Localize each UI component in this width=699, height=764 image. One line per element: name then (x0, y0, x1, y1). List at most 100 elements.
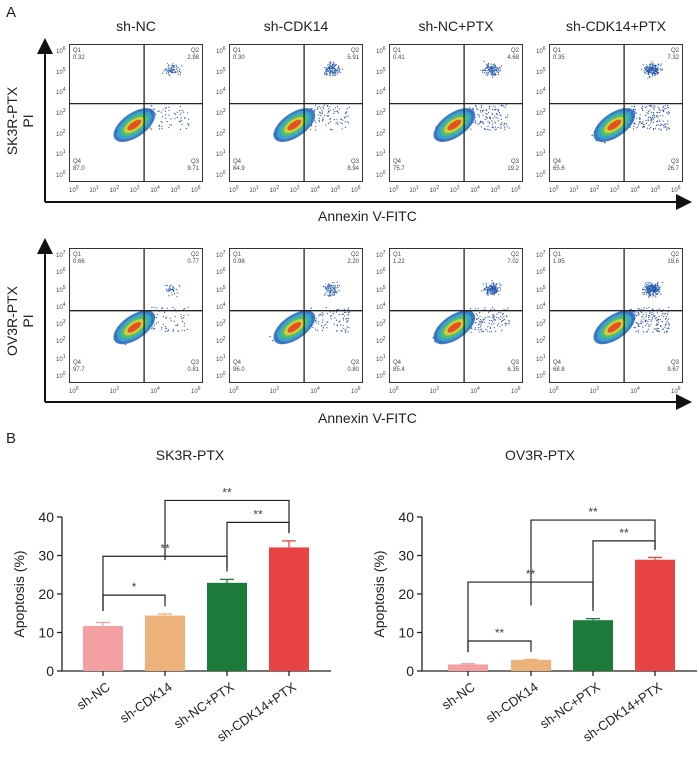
x-tick-label: 106 (351, 185, 361, 194)
y-tick-label: 105 (56, 66, 66, 76)
x-axis-label: Annexin V-FITC (318, 410, 417, 426)
event-dot (178, 70, 181, 73)
event-dot (169, 69, 171, 71)
quadrant-gates (550, 45, 682, 181)
y-tick-label: 106 (216, 46, 226, 55)
event-dot (168, 70, 170, 72)
event-dot (184, 117, 186, 119)
quadrant-value: 7.32 (667, 55, 679, 61)
x-tick-label: 106 (511, 185, 521, 194)
y-tick-label: 101 (56, 149, 66, 159)
quadrant-q4: Q4 75.7 (393, 159, 405, 173)
event-dot (170, 118, 172, 120)
event-dot (181, 124, 183, 126)
event-dot (174, 117, 176, 120)
quadrant-name: Q3 (510, 159, 519, 165)
event-dot (173, 112, 175, 114)
quadrant-value: 0.32 (73, 55, 85, 61)
x-tick-label: 106 (671, 185, 681, 194)
quadrant-name: Q4 (233, 159, 242, 165)
event-dot (161, 127, 163, 130)
event-dot (158, 110, 160, 112)
event-dot (185, 127, 188, 130)
event-dot (169, 74, 171, 76)
quadrant-name: Q3 (190, 159, 199, 165)
quadrant-value: 26.7 (667, 166, 679, 172)
event-dot (174, 113, 177, 115)
event-dot (180, 64, 183, 66)
y-tick-label: 104 (536, 87, 546, 97)
quadrant-value: 9.71 (187, 166, 199, 172)
event-dot (168, 67, 170, 70)
x-tick-label: 100 (389, 185, 399, 194)
event-dot (157, 110, 159, 113)
event-dot (164, 107, 166, 109)
y-tick-label: 102 (536, 128, 546, 138)
x-tick-label: 102 (589, 185, 600, 194)
event-dot (165, 72, 167, 75)
x-tick-label: 101 (569, 185, 579, 194)
event-dot (160, 111, 162, 113)
y-tick-label: 104 (376, 87, 386, 97)
x-tick-label: 100 (549, 185, 559, 194)
x-tick-label: 103 (290, 185, 300, 194)
event-dot (171, 72, 173, 74)
event-dot (175, 71, 177, 73)
quadrant-name: Q3 (670, 159, 679, 165)
event-dot (164, 68, 166, 70)
event-dot (166, 121, 168, 123)
event-dot (176, 116, 178, 119)
y-tick-label: 101 (216, 149, 226, 159)
event-dot (174, 70, 176, 72)
y-tick-label: 103 (216, 108, 226, 117)
event-dot (173, 69, 175, 71)
event-dot (162, 109, 164, 111)
event-dot (170, 69, 172, 71)
x-tick-label: 104 (630, 185, 640, 194)
event-dot (164, 114, 167, 116)
quadrant-value: 75.7 (393, 166, 405, 172)
x-tick-label: 105 (170, 185, 181, 194)
event-dot (158, 125, 160, 127)
event-dot (177, 73, 179, 75)
quadrant-value: 84.9 (233, 166, 245, 172)
quadrant-name: Q3 (350, 159, 359, 165)
event-dot (170, 67, 172, 69)
quadrant-name: Q1 (73, 48, 82, 54)
x-tick-label: 106 (191, 185, 201, 194)
quadrant-value: 0.30 (233, 55, 245, 61)
y-tick-label: 106 (536, 46, 546, 55)
x-tick-label: 101 (89, 185, 99, 194)
y-tick-label: 100 (56, 170, 66, 179)
y-tick-label: 102 (376, 128, 386, 138)
event-dot (170, 124, 173, 126)
y-tick-label: 103 (376, 108, 386, 117)
event-dot (176, 65, 178, 68)
event-dot (172, 72, 174, 74)
event-dot (179, 128, 182, 131)
quadrant-gates (70, 45, 202, 181)
event-dot (166, 62, 169, 65)
flow-plot: Q1 0.35 Q2 7.32 Q3 26.7 Q4 65.6 (549, 44, 683, 182)
event-dot (153, 108, 155, 110)
quadrant-name: Q4 (393, 159, 402, 165)
event-dot (179, 71, 182, 73)
x-tick-label: 104 (150, 185, 160, 194)
quadrant-name: Q1 (553, 48, 562, 54)
event-dot (188, 118, 190, 120)
event-dot (168, 72, 170, 74)
flow-plot: Q1 0.32 Q2 2.98 Q3 9.71 Q4 87.0 (69, 44, 203, 182)
quadrant-q3: Q3 9.71 (187, 159, 199, 173)
quadrant-gates (230, 45, 362, 181)
quadrant-gates (390, 45, 522, 181)
event-dot (181, 65, 183, 67)
event-dot (158, 128, 161, 130)
quadrant-value: 87.0 (73, 166, 85, 172)
x-tick-label: 104 (310, 185, 320, 194)
y-tick-label: 105 (536, 66, 546, 76)
event-dot (180, 119, 183, 122)
event-dot (161, 72, 164, 74)
event-dot (171, 71, 174, 73)
event-dot (180, 112, 182, 114)
quadrant-q3: Q3 19.2 (507, 159, 519, 173)
